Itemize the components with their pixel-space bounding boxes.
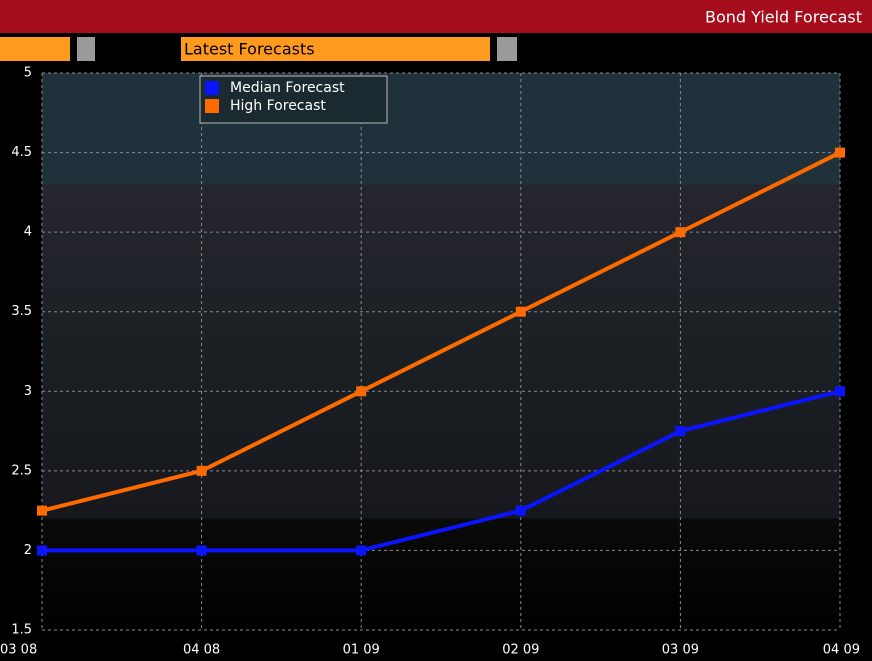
point-marker [835, 147, 845, 158]
point-marker [37, 505, 47, 516]
legend-swatch [205, 81, 219, 95]
y-tick-label: 3.5 [11, 304, 32, 319]
toolbar-tab-label: Latest Forecasts [184, 40, 315, 59]
y-tick-label: 4 [24, 225, 32, 240]
x-tick-label: 04 08 [183, 643, 220, 658]
point-marker [196, 545, 207, 556]
y-tick-label: 1.5 [11, 623, 32, 638]
series-line [42, 389, 841, 553]
x-tick-label: 03 09 [662, 643, 699, 658]
window-title: Bond Yield Forecast [705, 8, 862, 27]
y-tick-label: 3 [24, 384, 32, 399]
y-tick-label: 4.5 [11, 145, 32, 160]
point-marker [196, 465, 207, 476]
toolbar-button[interactable] [497, 37, 517, 61]
y-tick-label: 5 [24, 66, 32, 81]
point-marker [675, 227, 686, 238]
x-tick-label: 01 09 [343, 643, 380, 658]
legend-swatch [205, 99, 219, 113]
toolbar-button[interactable] [77, 37, 95, 61]
toolbar-tab[interactable] [181, 37, 490, 61]
legend-label: Median Forecast [230, 80, 345, 96]
point-marker [515, 306, 526, 317]
point-marker [356, 545, 367, 556]
legend: Median Forecast High Forecast [199, 75, 388, 124]
legend-label: High Forecast [230, 98, 326, 114]
x-tick-label: 04 09 [823, 643, 860, 658]
toolbar-field[interactable] [0, 37, 70, 61]
series-line [41, 150, 841, 513]
point-marker [675, 426, 686, 437]
point-marker [835, 386, 845, 397]
point-marker [515, 505, 526, 516]
legend-box [199, 75, 388, 124]
title-bar [0, 0, 872, 33]
x-tick-label: 03 08 [0, 643, 37, 658]
point-marker [356, 386, 367, 397]
point-marker [37, 545, 47, 556]
x-tick-label: 02 09 [502, 643, 539, 658]
y-tick-label: 2 [24, 543, 32, 558]
y-tick-label: 2.5 [11, 463, 32, 478]
